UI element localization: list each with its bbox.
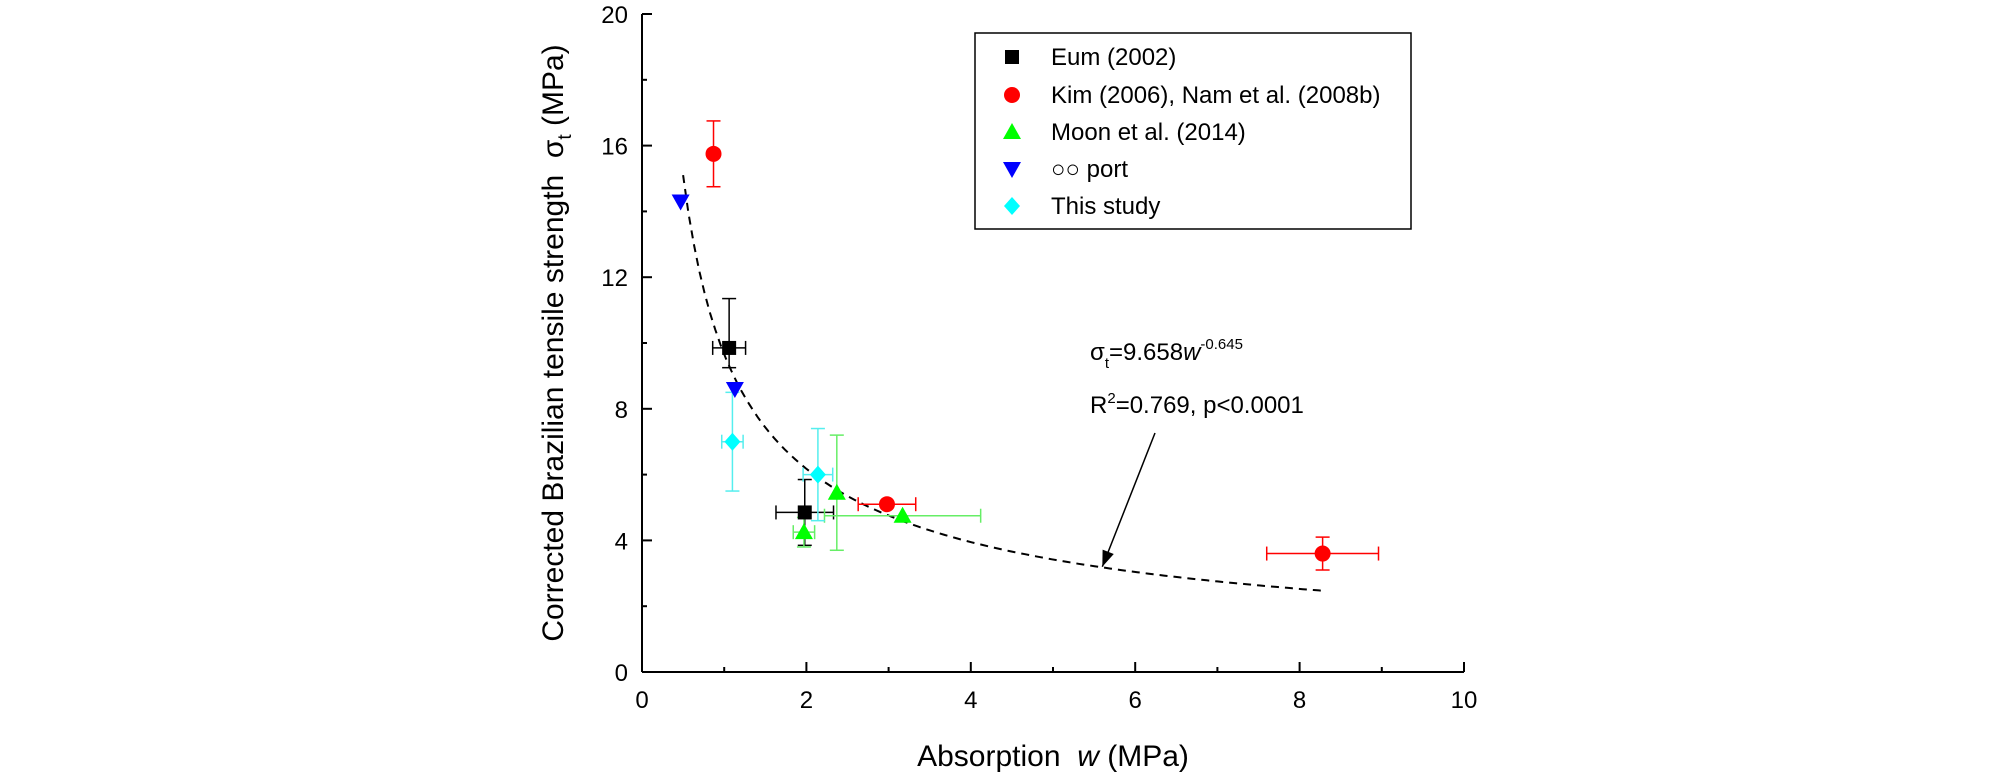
legend-box bbox=[974, 32, 1412, 230]
y-tick-label: 8 bbox=[615, 397, 628, 424]
data-point-series-1 bbox=[1314, 545, 1331, 562]
legend-label-port: ○○ port bbox=[1051, 156, 1128, 183]
legend-marker-series-4 bbox=[1004, 197, 1020, 215]
legend-marker-series-3 bbox=[1003, 162, 1021, 178]
annotation-arrow-head bbox=[1102, 549, 1114, 567]
data-point-series-1 bbox=[705, 145, 722, 162]
x-tick-label: 4 bbox=[964, 687, 977, 714]
legend-markers bbox=[1003, 50, 1021, 215]
y-tick-label: 0 bbox=[615, 660, 628, 687]
fit-r2-lead: R bbox=[1090, 392, 1107, 419]
y-axis-title-prefix: Corrected Brazilian tensile strength bbox=[537, 158, 570, 642]
y-ticks: 0 4 8 12 16 20 bbox=[601, 2, 652, 687]
legend-label-eum: Eum (2002) bbox=[1051, 44, 1176, 71]
legend-marker-series-0 bbox=[1005, 50, 1019, 64]
legend: Eum (2002) Kim (2006), Nam et al. (2008b… bbox=[974, 32, 1412, 230]
data-point-series-0 bbox=[797, 505, 812, 520]
legend-marker-series-2 bbox=[1003, 123, 1021, 139]
x-tick-label: 10 bbox=[1451, 687, 1478, 714]
data-point-series-0 bbox=[722, 340, 737, 355]
data-point-series-2 bbox=[827, 483, 846, 500]
y-tick-label: 20 bbox=[601, 2, 628, 29]
x-ticks: 0 2 4 6 8 10 bbox=[635, 662, 1477, 714]
fit-r2-sup: 2 bbox=[1107, 390, 1115, 407]
data-point-series-2 bbox=[794, 523, 813, 540]
data-markers bbox=[671, 145, 1331, 562]
data-point-series-4 bbox=[724, 432, 741, 451]
legend-label-this-study: This study bbox=[1051, 193, 1160, 220]
x-tick-label: 6 bbox=[1129, 687, 1142, 714]
data-point-series-4 bbox=[809, 465, 826, 484]
x-tick-label: 8 bbox=[1293, 687, 1306, 714]
x-tick-label: 0 bbox=[635, 687, 648, 714]
y-axis-title-suffix: (MPa) bbox=[537, 44, 570, 134]
fit-curve bbox=[682, 174, 1325, 592]
fit-equation-sym: σ bbox=[1090, 339, 1105, 366]
y-tick-label: 12 bbox=[601, 265, 628, 292]
fit-r2-rest: =0.769, p<0.0001 bbox=[1116, 392, 1304, 419]
y-axis-title-sub: t bbox=[555, 134, 576, 140]
data-point-series-1 bbox=[878, 496, 895, 513]
data-point-series-3 bbox=[671, 194, 690, 211]
legend-label-moon: Moon et al. (2014) bbox=[1051, 119, 1246, 146]
fit-equation-sub: t bbox=[1105, 355, 1110, 372]
data-point-series-3 bbox=[725, 382, 744, 399]
legend-label-kim: Kim (2006), Nam et al. (2008b) bbox=[1051, 82, 1380, 109]
fit-equation-exp: -0.645 bbox=[1200, 336, 1243, 353]
fit-equation-eq: =9.658 bbox=[1109, 339, 1183, 366]
fit-equation-var: w bbox=[1183, 339, 1202, 366]
y-tick-label: 16 bbox=[601, 134, 628, 161]
x-axis-title-suffix: (MPa) bbox=[1099, 740, 1189, 772]
x-axis-title-prefix: Absorption bbox=[917, 740, 1077, 772]
x-axis-title-var: w bbox=[1077, 740, 1101, 772]
y-axis-title-var: σ bbox=[537, 139, 570, 158]
y-axis-title: Corrected Brazilian tensile strength σt … bbox=[537, 44, 576, 641]
x-tick-label: 2 bbox=[800, 687, 813, 714]
legend-marker-series-1 bbox=[1004, 87, 1020, 103]
data-point-series-2 bbox=[893, 506, 912, 523]
y-tick-label: 4 bbox=[615, 528, 628, 555]
fit-equation: σt=9.658w-0.645 bbox=[1090, 336, 1243, 372]
annotation-arrow bbox=[1101, 432, 1156, 567]
fit-r2: R2=0.769, p<0.0001 bbox=[1090, 390, 1304, 419]
x-axis-title: Absorption w (MPa) bbox=[917, 740, 1189, 772]
